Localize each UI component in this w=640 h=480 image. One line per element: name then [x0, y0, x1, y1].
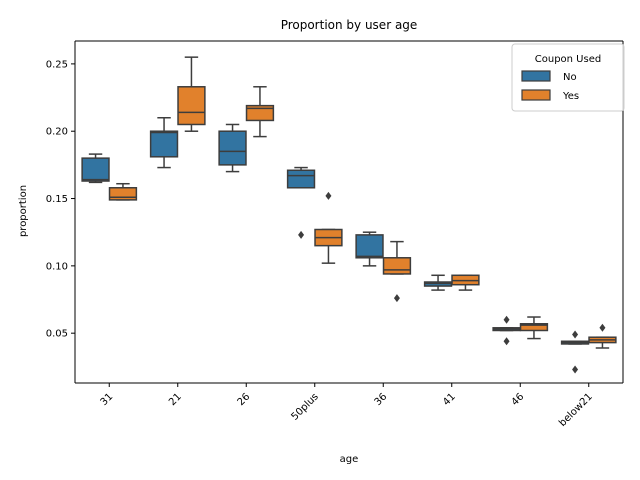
box-no-below21 [560, 330, 590, 374]
box-yes-21 [177, 56, 206, 132]
outlier-point [298, 230, 305, 239]
box-no-36 [355, 231, 384, 267]
box-no-50plus [286, 166, 316, 239]
x-tick-label-26: 26 [236, 391, 253, 408]
y-axis-label: proportion [18, 185, 29, 237]
box-yes-41 [451, 274, 480, 291]
plot-area [81, 56, 617, 374]
x-tick-label-46: 46 [510, 391, 527, 408]
box-no-26 [218, 123, 247, 173]
outlier-point [393, 294, 400, 303]
x-tick-label-below21: below21 [557, 391, 595, 429]
x-tick-label-41: 41 [441, 391, 458, 408]
box-yes-36 [382, 240, 412, 303]
box-iqr [108, 187, 138, 201]
outlier-point [599, 323, 606, 332]
box-no-31 [81, 153, 110, 184]
outlier-point [325, 191, 332, 200]
legend-label-yes: Yes [562, 91, 579, 102]
legend-swatch-no [521, 70, 551, 82]
box-yes-46 [519, 316, 549, 340]
x-tick-label-21: 21 [167, 391, 184, 408]
legend-swatch-yes [521, 89, 551, 101]
x-tick-label-50plus: 50plus [289, 391, 320, 422]
box-iqr [218, 130, 247, 166]
box-no-21 [149, 116, 179, 169]
box-iqr [149, 130, 179, 158]
box-yes-31 [108, 182, 138, 201]
box-iqr [355, 234, 384, 259]
box-iqr [519, 323, 549, 332]
outlier-point [503, 337, 510, 346]
y-tick-label: 0.20 [46, 127, 68, 138]
legend-label-no: No [563, 72, 577, 83]
legend-title: Coupon Used [535, 54, 601, 65]
box-yes-below21 [588, 323, 617, 349]
outlier-point [503, 315, 510, 324]
box-iqr [81, 157, 110, 182]
box-yes-26 [245, 86, 275, 138]
box-iqr [177, 86, 206, 126]
x-axis-label: age [340, 454, 359, 465]
legend: Coupon Used No Yes [511, 43, 625, 112]
box-iqr [382, 257, 412, 275]
box-no-46 [492, 315, 521, 346]
box-iqr [245, 104, 275, 122]
chart-title: Proportion by user age [281, 18, 418, 32]
y-tick-label: 0.25 [46, 59, 68, 70]
x-tick-label-31: 31 [99, 391, 116, 408]
outlier-point [572, 365, 579, 374]
y-tick-label: 0.15 [46, 194, 68, 205]
box-yes-50plus [314, 191, 343, 264]
y-tick-label: 0.10 [46, 261, 68, 272]
y-tick-label: 0.05 [46, 329, 68, 340]
x-tick-label-36: 36 [373, 391, 390, 408]
outlier-point [572, 330, 579, 339]
box-iqr [286, 169, 316, 189]
box-no-41 [423, 274, 453, 291]
